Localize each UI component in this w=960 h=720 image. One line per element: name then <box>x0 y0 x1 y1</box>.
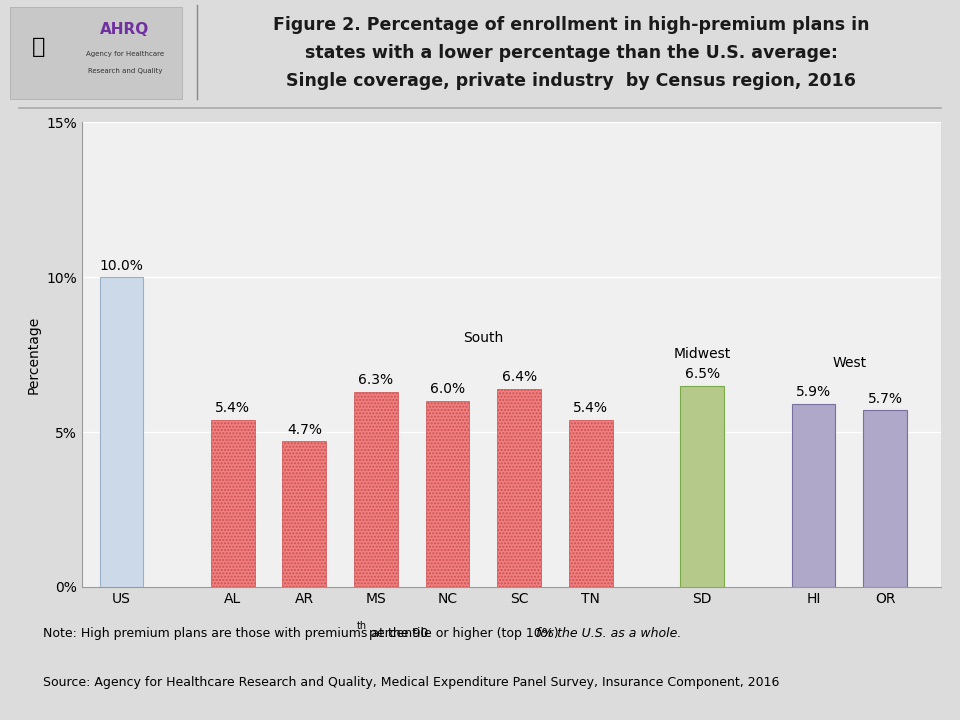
Bar <box>100 277 143 587</box>
Text: 5.9%: 5.9% <box>796 385 831 400</box>
Text: 5.4%: 5.4% <box>215 401 251 415</box>
Text: states with a lower percentage than the U.S. average:: states with a lower percentage than the … <box>304 44 838 62</box>
Text: West: West <box>832 356 866 370</box>
Text: 4.7%: 4.7% <box>287 423 322 436</box>
Bar <box>425 401 469 587</box>
Text: 6.4%: 6.4% <box>501 370 537 384</box>
Text: percentile or higher (top 10%): percentile or higher (top 10%) <box>365 626 559 639</box>
Text: Single coverage, private industry  by Census region, 2016: Single coverage, private industry by Cen… <box>286 72 856 90</box>
Bar <box>211 420 254 587</box>
Bar <box>681 386 724 587</box>
Text: 5.7%: 5.7% <box>868 392 902 405</box>
Bar <box>569 420 612 587</box>
Bar <box>497 389 541 587</box>
Text: Source: Agency for Healthcare Research and Quality, Medical Expenditure Panel Su: Source: Agency for Healthcare Research a… <box>43 676 780 689</box>
Text: 5.4%: 5.4% <box>573 401 609 415</box>
Text: AHRQ: AHRQ <box>100 22 150 37</box>
Text: Research and Quality: Research and Quality <box>87 68 162 74</box>
Text: Note: High premium plans are those with premiums at the 90: Note: High premium plans are those with … <box>43 626 428 639</box>
Text: for the U.S. as a whole.: for the U.S. as a whole. <box>532 626 682 639</box>
Text: South: South <box>464 331 503 346</box>
Y-axis label: Percentage: Percentage <box>27 315 40 394</box>
Bar <box>354 392 397 587</box>
Text: Agency for Healthcare: Agency for Healthcare <box>85 51 164 58</box>
Text: Midwest: Midwest <box>674 347 731 361</box>
Text: th: th <box>356 621 367 631</box>
Text: 6.5%: 6.5% <box>684 367 720 381</box>
Text: 6.0%: 6.0% <box>430 382 465 397</box>
Bar <box>282 441 326 587</box>
Bar <box>863 410 907 587</box>
Text: 10.0%: 10.0% <box>100 258 143 273</box>
FancyBboxPatch shape <box>10 7 182 99</box>
Bar <box>792 404 835 587</box>
Text: 6.3%: 6.3% <box>358 373 394 387</box>
Text: Figure 2. Percentage of enrollment in high-premium plans in: Figure 2. Percentage of enrollment in hi… <box>273 16 870 34</box>
Text: 🦅: 🦅 <box>32 37 45 57</box>
